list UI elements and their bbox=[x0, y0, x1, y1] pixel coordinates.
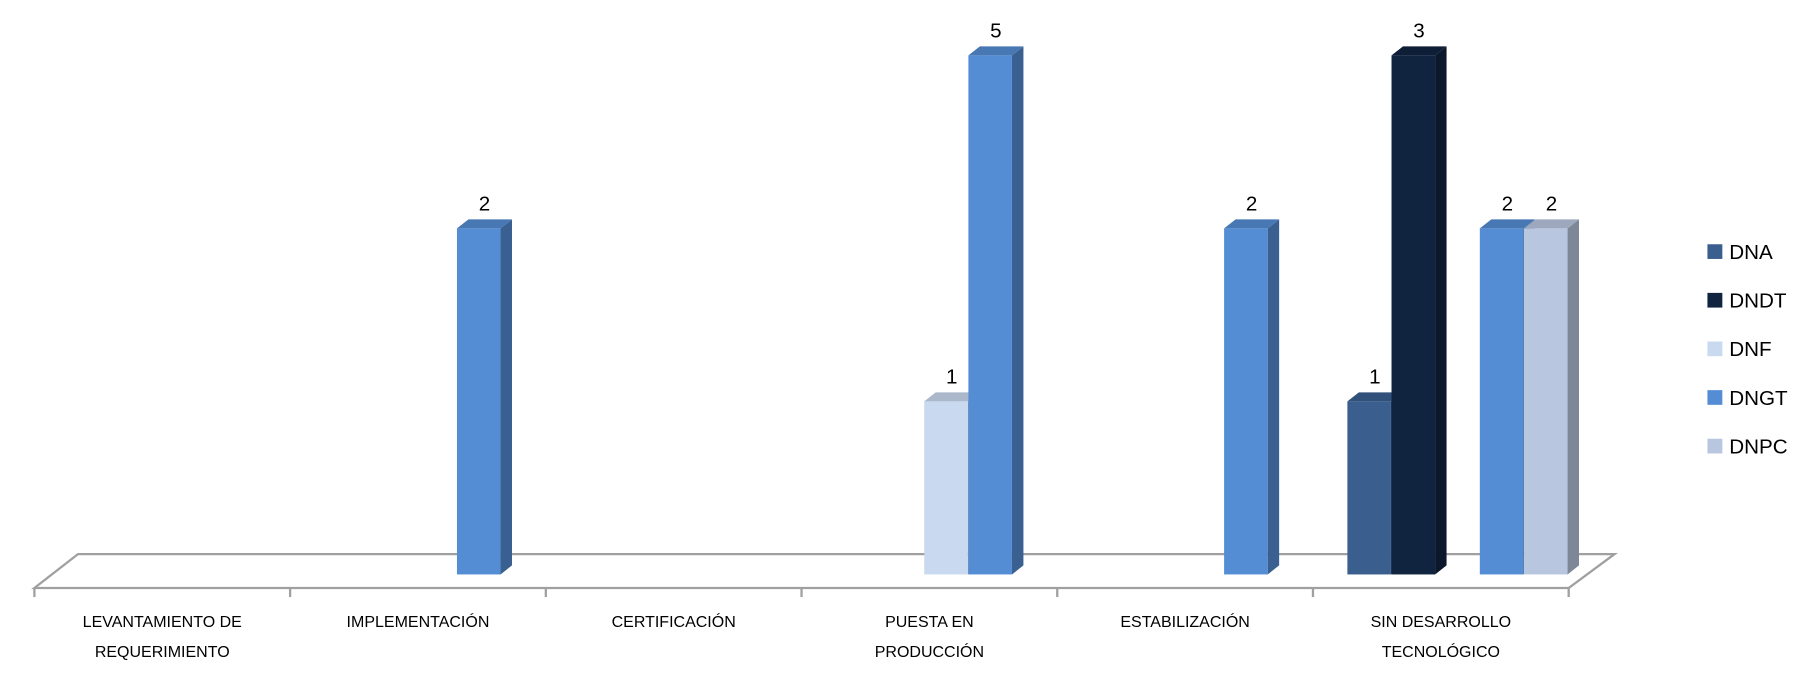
bar bbox=[924, 401, 968, 575]
bar-side bbox=[1567, 219, 1580, 575]
bar-side bbox=[1011, 46, 1024, 575]
x-tick-label: ESTABILIZACIÓN bbox=[1120, 614, 1250, 632]
bar-side bbox=[500, 219, 513, 575]
legend-label: DNGT bbox=[1729, 387, 1788, 410]
legend-label: DNF bbox=[1729, 338, 1771, 361]
bar bbox=[1224, 228, 1268, 575]
x-tick-label: SIN DESARROLLO TECNOLÓGICO bbox=[1370, 614, 1512, 662]
bar-side bbox=[1267, 219, 1280, 575]
value-label: 1 bbox=[1369, 365, 1380, 388]
bar-top bbox=[1224, 219, 1280, 229]
legend-swatch bbox=[1707, 438, 1723, 454]
value-label: 2 bbox=[1246, 192, 1257, 215]
bar bbox=[1347, 401, 1391, 575]
bar-top bbox=[968, 46, 1024, 56]
value-label: 2 bbox=[1546, 192, 1557, 215]
bar bbox=[968, 55, 1012, 575]
bar-top bbox=[1347, 392, 1403, 402]
bar-top bbox=[1479, 219, 1535, 229]
bar-top bbox=[924, 392, 980, 402]
legend-swatch bbox=[1707, 292, 1723, 308]
bar bbox=[1479, 228, 1524, 575]
plot-area: 1 DNA 3 DNDT 1 DNF 2 5 2 2 DNGT 2 DNPC bbox=[31, 19, 1788, 598]
value-label: 2 bbox=[1502, 192, 1513, 215]
legend-label: DNDT bbox=[1729, 290, 1787, 313]
bar bbox=[1391, 55, 1436, 575]
value-label: 1 bbox=[946, 365, 957, 388]
bar-top bbox=[1391, 46, 1447, 56]
x-tick-label: PUESTA EN PRODUCCIÓN bbox=[874, 614, 985, 662]
bar bbox=[456, 228, 501, 575]
legend-swatch bbox=[1707, 390, 1723, 405]
value-label: 5 bbox=[990, 19, 1001, 42]
legend-label: DNPC bbox=[1729, 436, 1788, 459]
value-label: 3 bbox=[1413, 19, 1424, 42]
bar-top bbox=[456, 219, 513, 229]
legend-swatch bbox=[1707, 341, 1723, 357]
x-tick-label: LEVANTAMIENTO DE REQUERIMIENTO bbox=[82, 614, 242, 662]
x-tick-label: IMPLEMENTACIÓN bbox=[346, 614, 490, 632]
x-tick-label: CERTIFICACIÓN bbox=[611, 614, 736, 632]
legend-label: DNA bbox=[1729, 241, 1773, 264]
bar-side bbox=[1435, 46, 1447, 575]
legend-swatch bbox=[1707, 244, 1723, 259]
bar bbox=[1523, 228, 1568, 575]
value-label: 2 bbox=[479, 192, 490, 215]
bar-top bbox=[1523, 219, 1580, 229]
